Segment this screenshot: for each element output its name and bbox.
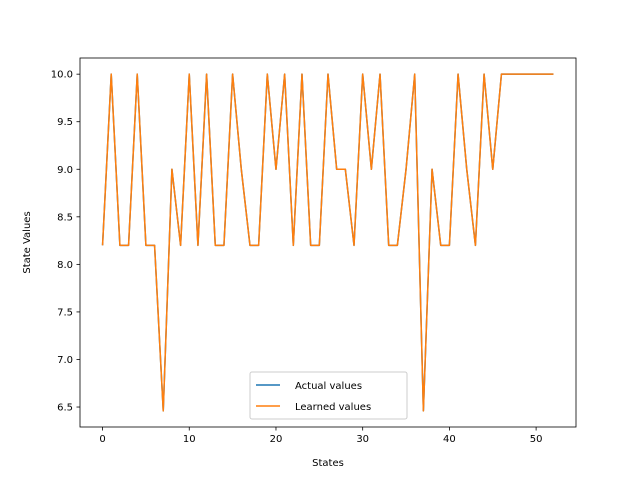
y-tick-label: 8.5	[57, 212, 73, 223]
y-tick-label: 8.0	[57, 260, 73, 271]
y-tick-label: 7.5	[57, 307, 73, 318]
x-tick-label: 30	[356, 434, 369, 445]
series-line-learned	[101, 73, 554, 412]
y-tick-label: 9.0	[57, 165, 73, 176]
y-tick-label: 10.0	[51, 70, 73, 81]
y-axis: 6.5 7.0 7.5 8.0 8.5 9.0 9.5 10.0	[51, 70, 80, 414]
x-tick-label: 0	[99, 434, 105, 445]
y-axis-label: State Values	[22, 211, 33, 273]
x-axis: 0 10 20 30 40 50	[99, 427, 542, 445]
y-tick-label: 7.0	[57, 355, 73, 366]
series-line-actual	[101, 73, 554, 412]
x-tick-label: 50	[530, 434, 543, 445]
x-tick-label: 10	[183, 434, 196, 445]
legend-label-learned: Learned values	[295, 402, 371, 413]
x-axis-label: States	[312, 458, 344, 469]
legend: Actual values Learned values	[249, 371, 408, 420]
y-tick-label: 9.5	[57, 117, 73, 128]
series-layer	[101, 73, 554, 412]
x-tick-label: 20	[270, 434, 283, 445]
legend-label-actual: Actual values	[295, 381, 362, 392]
plot-frame	[79, 57, 577, 428]
legend-box	[249, 371, 408, 420]
x-tick-label: 40	[443, 434, 456, 445]
y-tick-label: 6.5	[57, 403, 73, 414]
